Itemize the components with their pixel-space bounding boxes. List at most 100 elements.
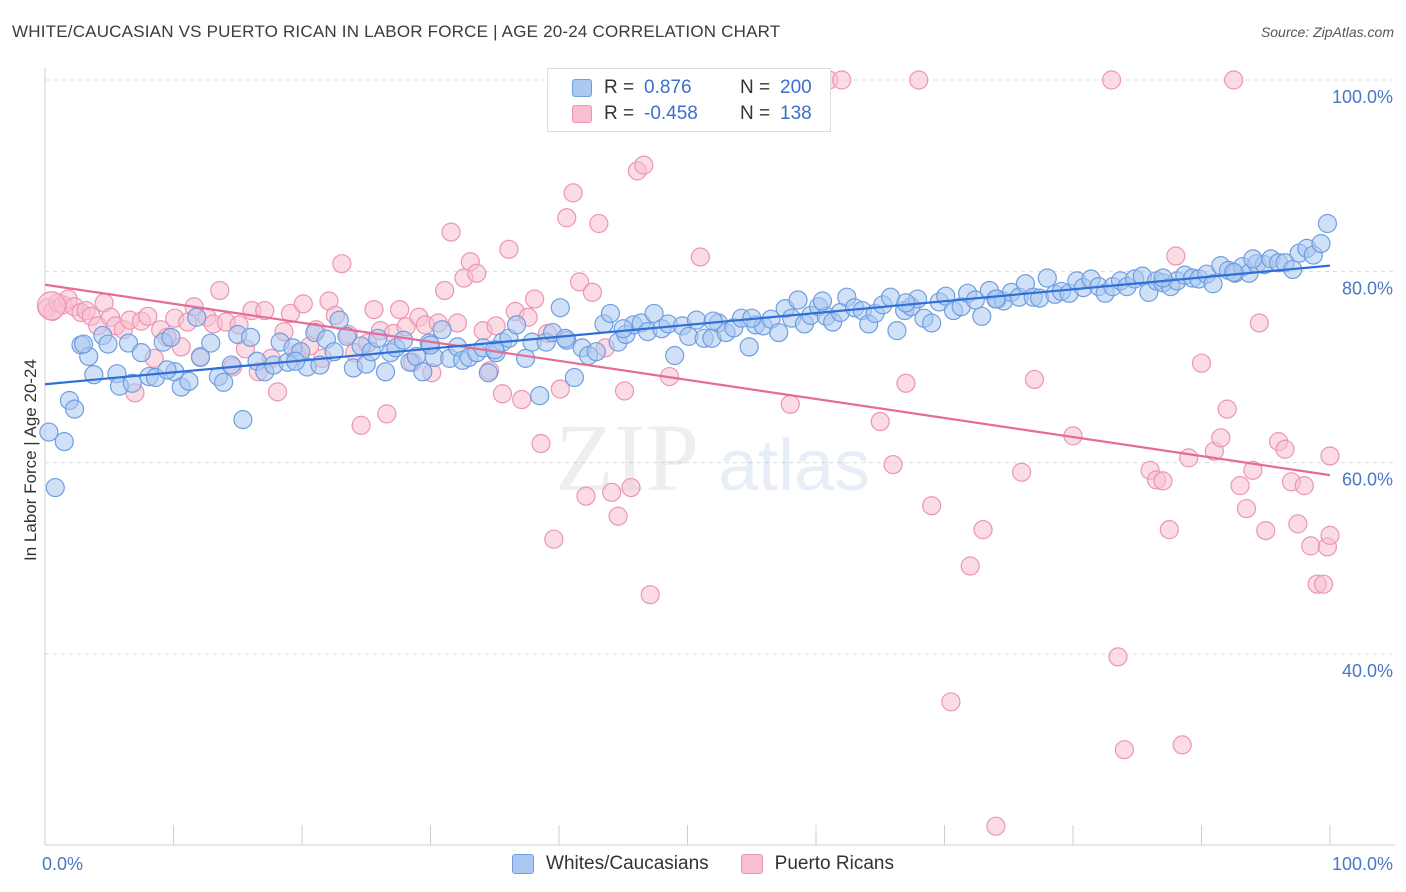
pink-point [544,529,564,549]
blue-point [1203,274,1223,294]
blue-point [586,342,606,362]
pink-point [1230,476,1250,496]
pink-point [1024,369,1045,390]
pink-point [1256,520,1276,541]
n-value: 138 [780,103,812,124]
pink-point [1011,462,1032,482]
blue-trend-line [44,264,1331,386]
pink-point [293,294,313,314]
chart-title: WHITE/CAUCASIAN VS PUERTO RICAN IN LABOR… [12,22,781,41]
pink-point [941,692,961,712]
blue-point [1311,233,1331,254]
pink-point [524,289,545,309]
blue-point [420,335,441,355]
pink-point [973,520,993,540]
pink-point [922,496,942,516]
pink-point [210,280,230,301]
pink-point [1288,514,1308,534]
legend-row-pink: R = -0.458 N = 138 [572,102,812,126]
pink-point [1172,735,1192,755]
blue-point [788,290,808,310]
pink-point [870,411,890,432]
n-value: 200 [780,77,812,98]
pink-point [390,300,410,320]
pink-point [582,282,603,302]
pink-point [486,316,506,336]
pink-point [960,556,980,576]
blue-point [122,373,142,393]
watermark-atlas: atlas [718,426,870,506]
blue-point [157,360,177,380]
pink-swatch [572,105,592,123]
pink-point [1224,70,1244,90]
blue-point [530,386,550,406]
pink-point [1159,520,1179,540]
axes [44,68,1395,846]
blue-point [241,327,261,347]
blue-point [310,355,330,375]
pink-point [602,482,622,502]
pink-point [634,155,654,175]
pink-point [986,816,1006,836]
pink-point [1101,70,1122,90]
blue-point [413,362,433,382]
blue-point [812,291,833,311]
pink-point [1320,446,1340,466]
pink-point [1211,428,1231,448]
pink-point [557,208,577,228]
blue-point [221,355,241,375]
blue-point [555,328,576,348]
pink-point [569,272,590,292]
pink-point [499,239,519,259]
blue-point [118,333,139,353]
blue-point [375,362,396,382]
pink-point [563,183,583,203]
pink-point [1275,439,1295,459]
pink-point [1243,460,1263,480]
blue-point [393,330,414,350]
r-value: 0.876 [644,77,692,98]
blue-point [201,333,221,353]
r-value: -0.458 [644,103,698,124]
tick-labels: 40.0% 60.0% 80.0% 100.0% 0.0% 100.0% [42,87,1393,874]
blue-point [73,334,94,354]
blue-point [896,293,916,313]
pink-point [1236,498,1257,519]
legend-row-blue: R = 0.876 N = 200 [572,76,812,100]
blue-point [337,326,357,346]
pink-point [640,585,660,605]
blue-point [45,477,65,498]
y-axis-label: In Labor Force | Age 20-24 [21,359,40,561]
blue-point [98,334,118,354]
pink-swatch [740,854,763,874]
x-tick-label: 0.0% [42,854,83,874]
y-tick-label: 100.0% [1332,87,1393,107]
gridlines [45,79,1395,655]
pink-point [1301,536,1321,556]
n-label: N = [740,77,771,98]
blue-point [161,327,181,347]
pink-point [377,404,397,424]
pink-point [1114,740,1135,760]
pink-point [832,70,852,90]
pink-point [138,306,158,326]
blue-point [769,322,789,343]
pink-point [1179,448,1199,468]
pink-trend-line [44,283,1331,477]
blue-point [478,363,498,383]
blue-point [54,432,74,452]
pink-point [550,379,570,399]
blue-point [1153,268,1173,288]
pink-point [690,247,710,267]
pink-point [267,382,288,402]
pink-point [1166,246,1186,266]
pink-point [614,381,635,401]
pink-point [531,433,551,454]
blue-point [515,348,536,368]
r-label: R = [604,77,635,98]
pink-point [492,384,513,404]
y-tick-label: 40.0% [1342,661,1393,681]
pink-point [608,506,628,526]
blue-point [187,307,207,327]
